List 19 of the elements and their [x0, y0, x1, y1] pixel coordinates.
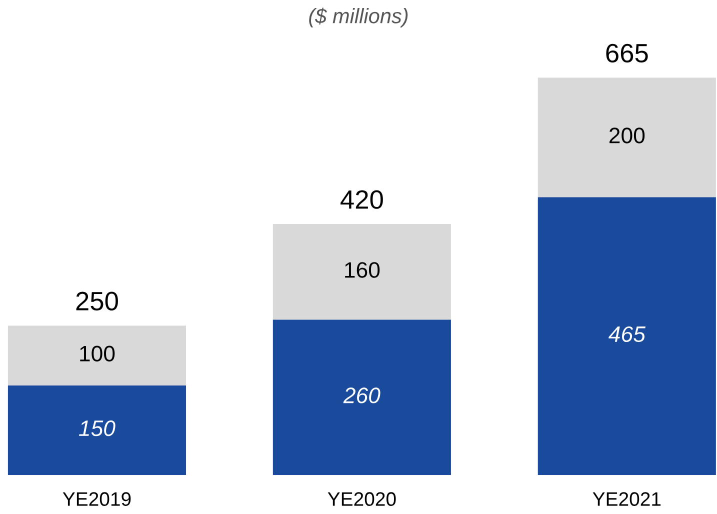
x-tick-label: YE2021 [592, 492, 661, 506]
x-tick-label: YE2020 [328, 492, 396, 506]
total-label: 665 [606, 44, 648, 63]
data-label: 160 [345, 262, 380, 278]
bar [8, 326, 186, 386]
x-tick-label: YE2019 [62, 492, 131, 506]
total-label: 250 [76, 292, 118, 310]
bar [538, 197, 716, 475]
bar [272, 224, 451, 320]
bar [8, 385, 186, 475]
bar [272, 320, 451, 475]
data-label: 465 [608, 326, 646, 342]
data-label: 260 [343, 388, 380, 404]
data-label: 200 [609, 128, 645, 144]
data-label: 150 [79, 420, 116, 436]
data-label: 100 [80, 346, 115, 362]
total-label: 420 [340, 190, 383, 209]
chart-subtitle: ($ millions) [309, 8, 408, 28]
bar [538, 78, 716, 198]
